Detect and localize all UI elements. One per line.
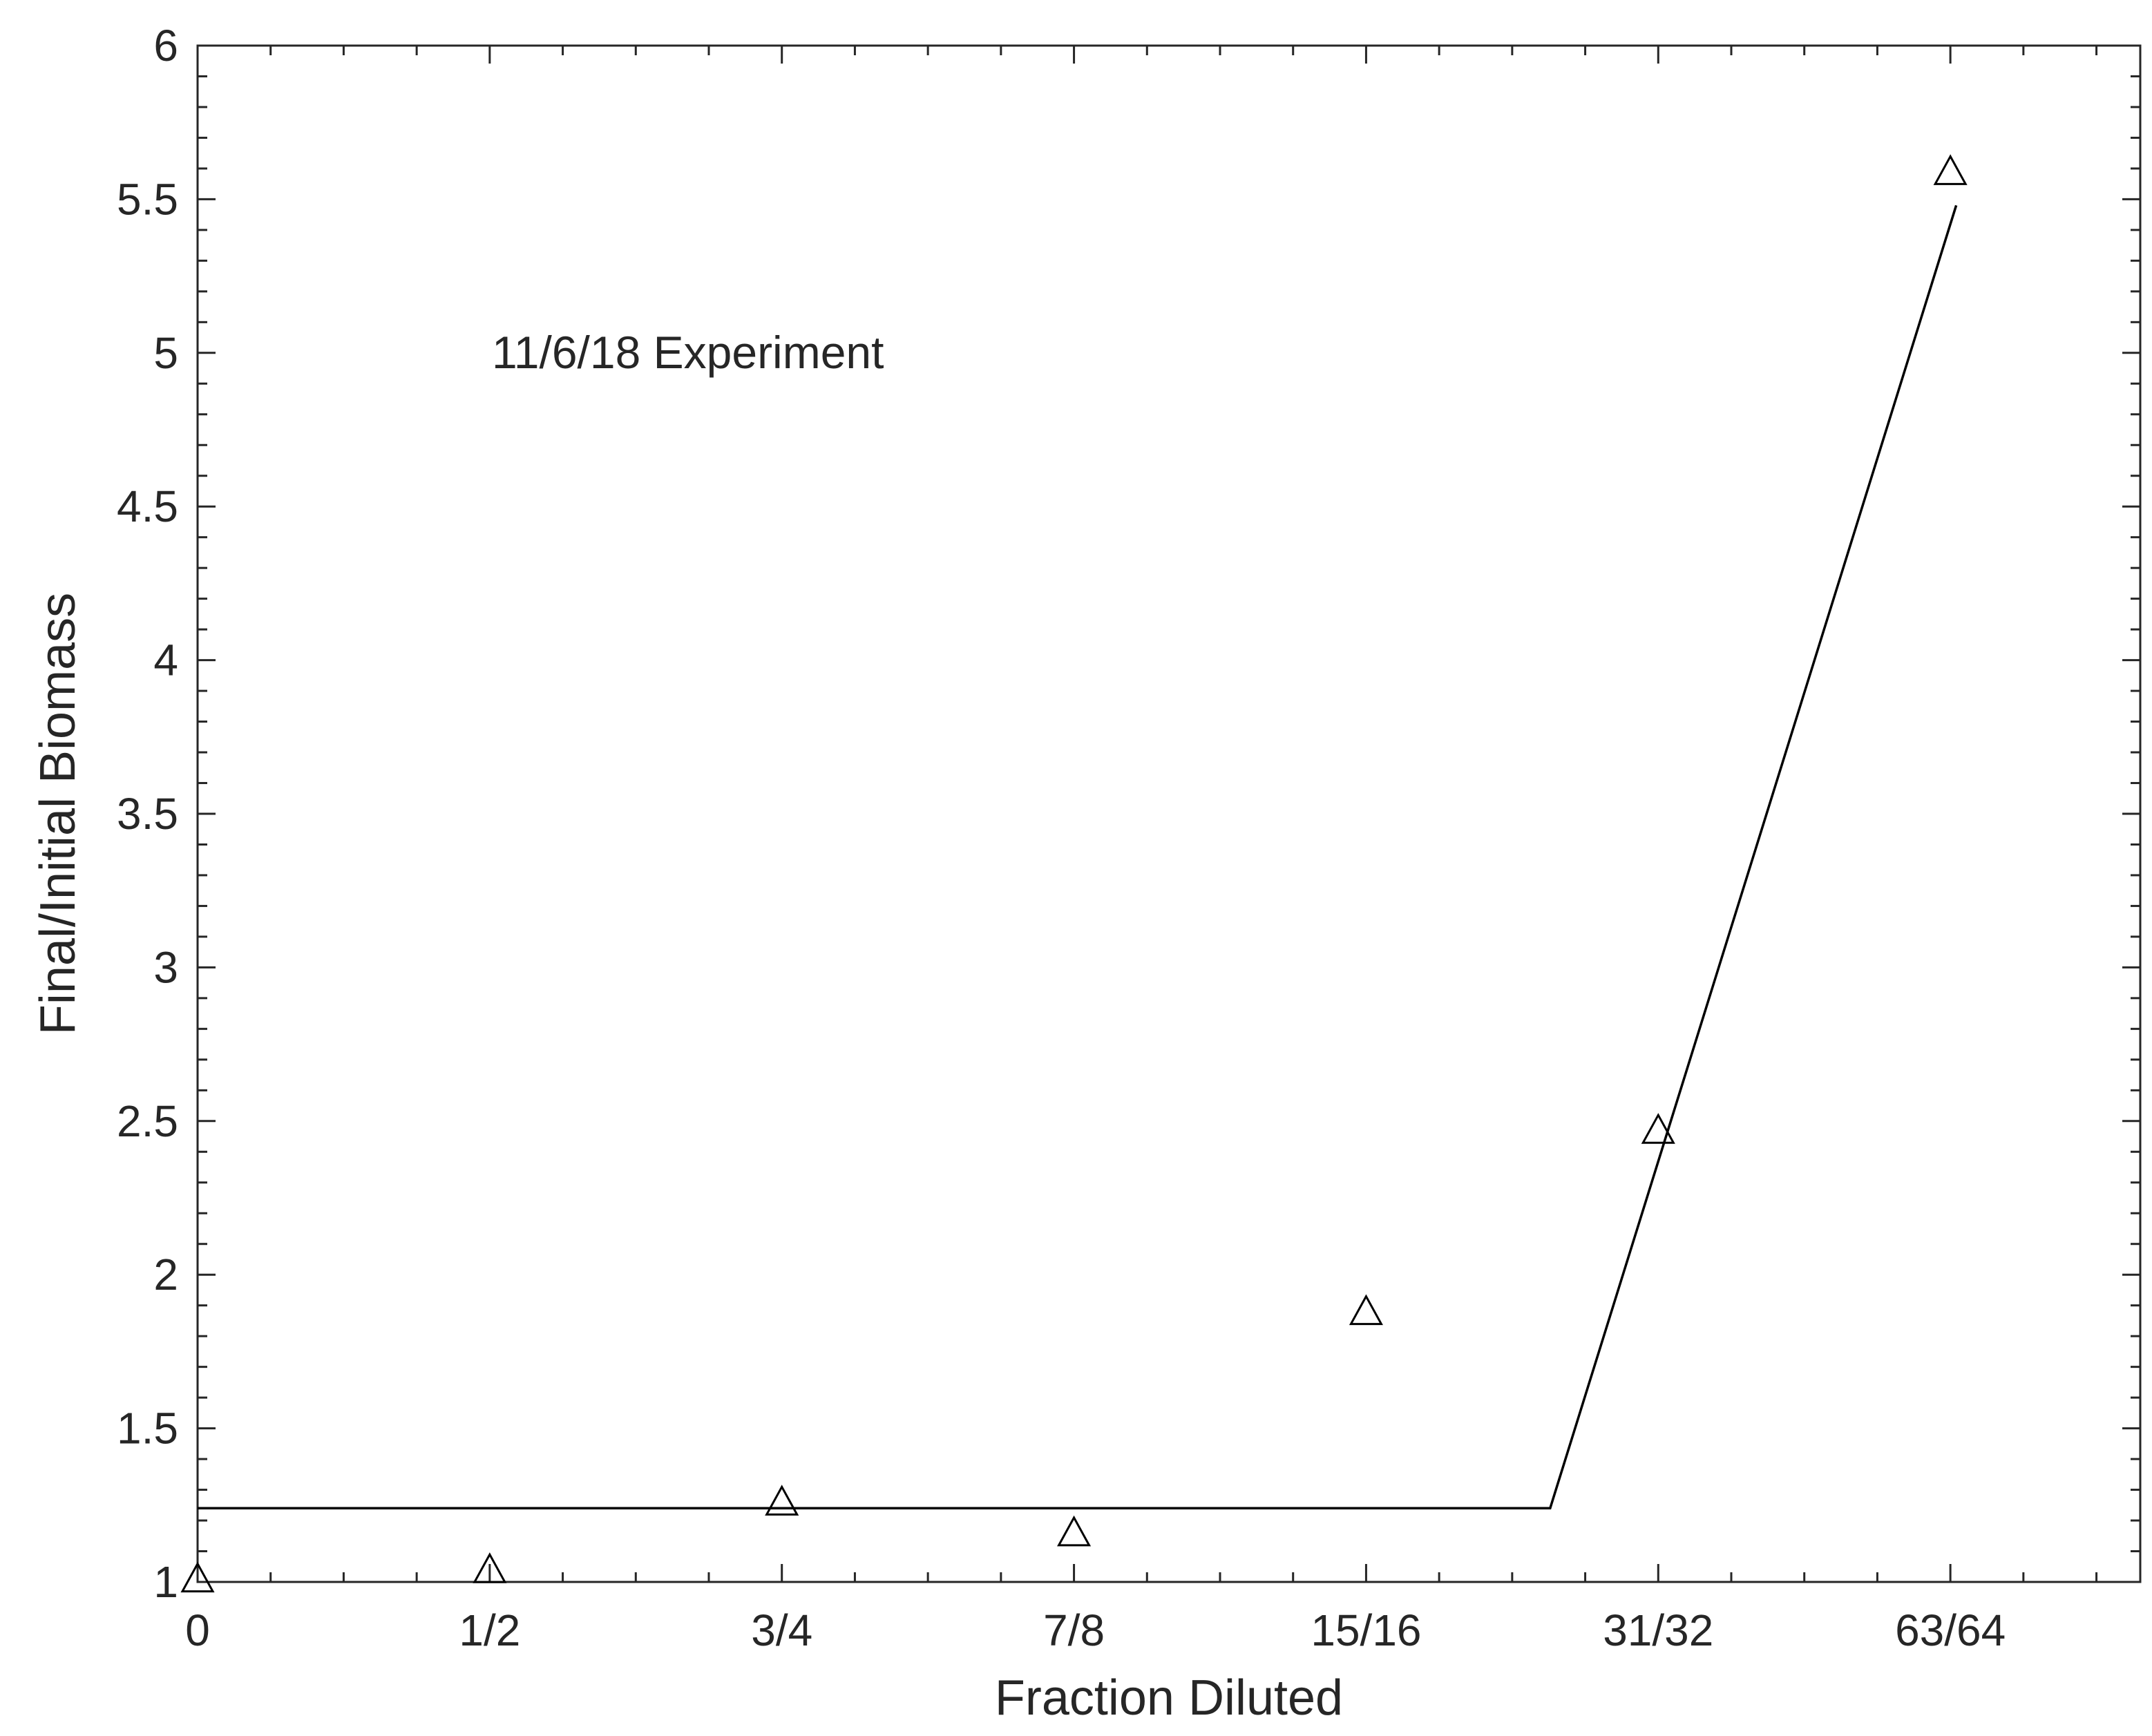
data-point-triangle [1641,1113,1675,1144]
x-tick-label: 0 [185,1605,210,1655]
data-point-triangle [1933,154,1968,185]
chart-annotation: 11/6/18 Experiment [492,327,884,378]
y-axis-ticks: 1 1.5 2 2.5 3 3.5 4 4.5 5 5.5 6 [117,21,2140,1607]
y-tick-label: 3 [153,942,178,992]
x-axis-title: Fraction Diluted [995,1670,1343,1726]
y-tick-label: 3.5 [117,789,178,839]
data-point-triangle [1057,1515,1092,1547]
data-series [180,154,1968,1593]
y-tick-label: 5.5 [117,174,178,224]
fit-line [198,204,1958,1509]
y-tick-label: 6 [153,21,178,70]
x-tick-label: 1/2 [459,1605,520,1655]
x-tick-label: 63/64 [1895,1605,2006,1655]
y-tick-label: 1.5 [117,1404,178,1453]
y-tick-label: 2 [153,1250,178,1299]
data-point-triangle [1349,1294,1383,1326]
x-tick-label: 3/4 [751,1605,812,1655]
y-tick-label: 2.5 [117,1096,178,1146]
x-axis-ticks: 0 1/2 3/4 7/8 15/16 31/32 63/64 [185,46,2098,1655]
plot-frame [196,44,2142,1583]
data-point-triangle [180,1561,215,1593]
y-tick-label: 5 [153,328,178,378]
x-tick-label: 7/8 [1043,1605,1105,1655]
x-tick-label: 31/32 [1603,1605,1713,1655]
plot-area-border [196,44,2142,1583]
data-point-triangle [765,1485,799,1516]
y-tick-label: 4 [153,636,178,685]
y-tick-label: 4.5 [117,481,178,531]
y-tick-label: 1 [153,1557,178,1607]
y-axis-title: Final/Initial Biomass [30,593,86,1035]
data-point-triangle [473,1552,507,1583]
x-tick-label: 15/16 [1311,1605,1421,1655]
